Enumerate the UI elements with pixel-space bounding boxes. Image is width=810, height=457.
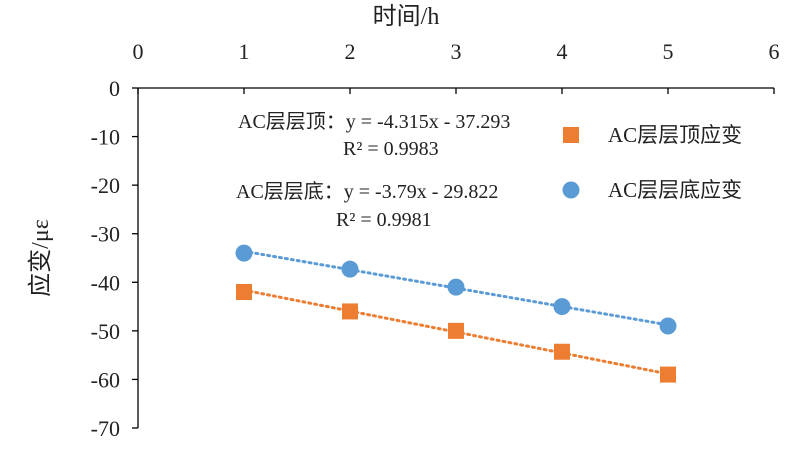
y-tick-label: -50: [91, 319, 120, 344]
x-tick-label: 3: [451, 39, 462, 64]
data-point-square: [660, 366, 676, 383]
x-tick-labels: 0 1 2 3 4 5 6: [133, 39, 780, 64]
y-tick-label: -30: [91, 222, 120, 247]
y-tick-label: -70: [91, 416, 120, 441]
y-tick-label: -10: [91, 125, 120, 150]
data-point-circle: [659, 317, 677, 335]
data-points: [235, 244, 677, 383]
data-point-square: [554, 343, 570, 360]
trendline-r2-bottom: R² = 0.9981: [336, 209, 432, 231]
x-tick-label: 0: [133, 39, 144, 64]
legend-marker-square: [563, 127, 579, 143]
y-axis-title: 应变/με: [27, 219, 54, 297]
data-point-circle: [553, 298, 571, 316]
y-tick-label: -20: [91, 173, 120, 198]
data-point-circle: [235, 244, 253, 262]
x-tick-label: 4: [557, 39, 568, 64]
x-tick-label: 6: [769, 39, 780, 64]
trendline-equation-bottom: AC层层底：y = -3.79x - 29.822: [236, 180, 498, 203]
trendlines: [242, 249, 670, 376]
x-axis-title: 时间/h: [373, 3, 440, 30]
y-tick-label: -40: [91, 270, 120, 295]
data-point-square: [448, 322, 464, 339]
legend: AC层层顶应变 AC层层底应变: [562, 123, 742, 202]
y-tick-labels: 0 -10 -20 -30 -40 -50 -60 -70: [91, 76, 120, 441]
legend-label-bottom: AC层层底应变: [608, 178, 742, 202]
legend-marker-circle: [562, 181, 580, 199]
trendline-equation-top: AC层层顶：y = -4.315x - 37.293: [238, 111, 510, 133]
x-tick-label: 2: [345, 39, 356, 64]
legend-label-top: AC层层顶应变: [608, 123, 742, 147]
data-point-circle: [447, 278, 465, 296]
x-tick-label: 5: [663, 39, 674, 64]
data-point-circle: [341, 260, 359, 278]
x-tick-label: 1: [239, 39, 250, 64]
y-tick-label: 0: [109, 76, 120, 101]
y-tick-label: -60: [91, 367, 120, 392]
data-point-square: [236, 284, 252, 300]
axes: [132, 87, 775, 429]
data-point-square: [342, 303, 358, 320]
trendline-r2-top: R² = 0.9983: [343, 138, 439, 160]
